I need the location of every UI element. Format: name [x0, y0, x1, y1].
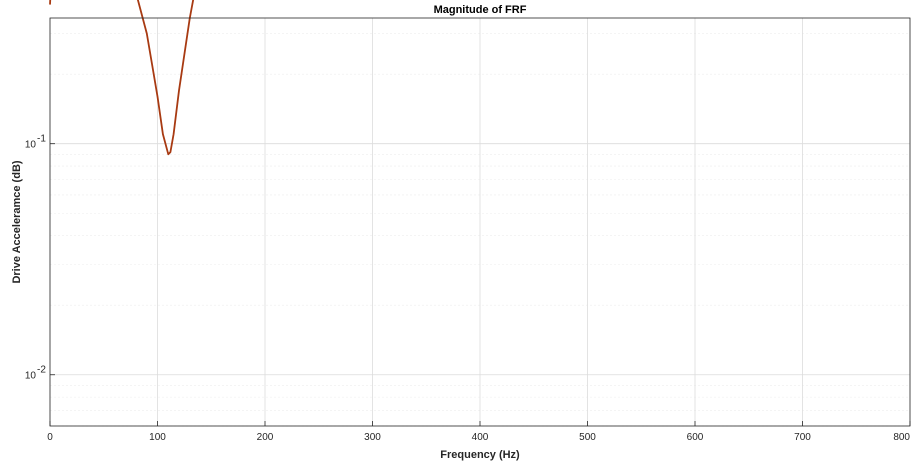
chart-title: Magnitude of FRF	[434, 4, 527, 16]
x-tick-label: 600	[687, 432, 704, 443]
y-axis: 10-210-1100101	[25, 134, 55, 382]
series-layer	[49, 0, 195, 156]
y-tick-label: 10	[25, 371, 37, 382]
x-tick-label: 200	[257, 432, 274, 443]
y-tick-label: 10	[25, 140, 37, 151]
x-tick-label: 300	[364, 432, 381, 443]
x-tick-label: 700	[794, 432, 811, 443]
y-tick-exponent: -2	[37, 365, 46, 376]
x-tick-label: 100	[149, 432, 166, 443]
frf-magnitude-line	[49, 0, 195, 156]
x-tick-label: 500	[579, 432, 596, 443]
y-axis-label: Drive Acceleramce (dB)	[11, 160, 23, 283]
x-axis: 0 100 200 300 400 500 600 700 800	[47, 421, 910, 443]
x-tick-label: 400	[472, 432, 489, 443]
y-tick-exponent: -1	[37, 134, 46, 145]
x-tick-label: 0	[47, 432, 53, 443]
x-tick-label: 800	[893, 432, 910, 443]
major-grid	[49, 18, 911, 426]
x-axis-label: Frequency (Hz)	[440, 449, 520, 461]
